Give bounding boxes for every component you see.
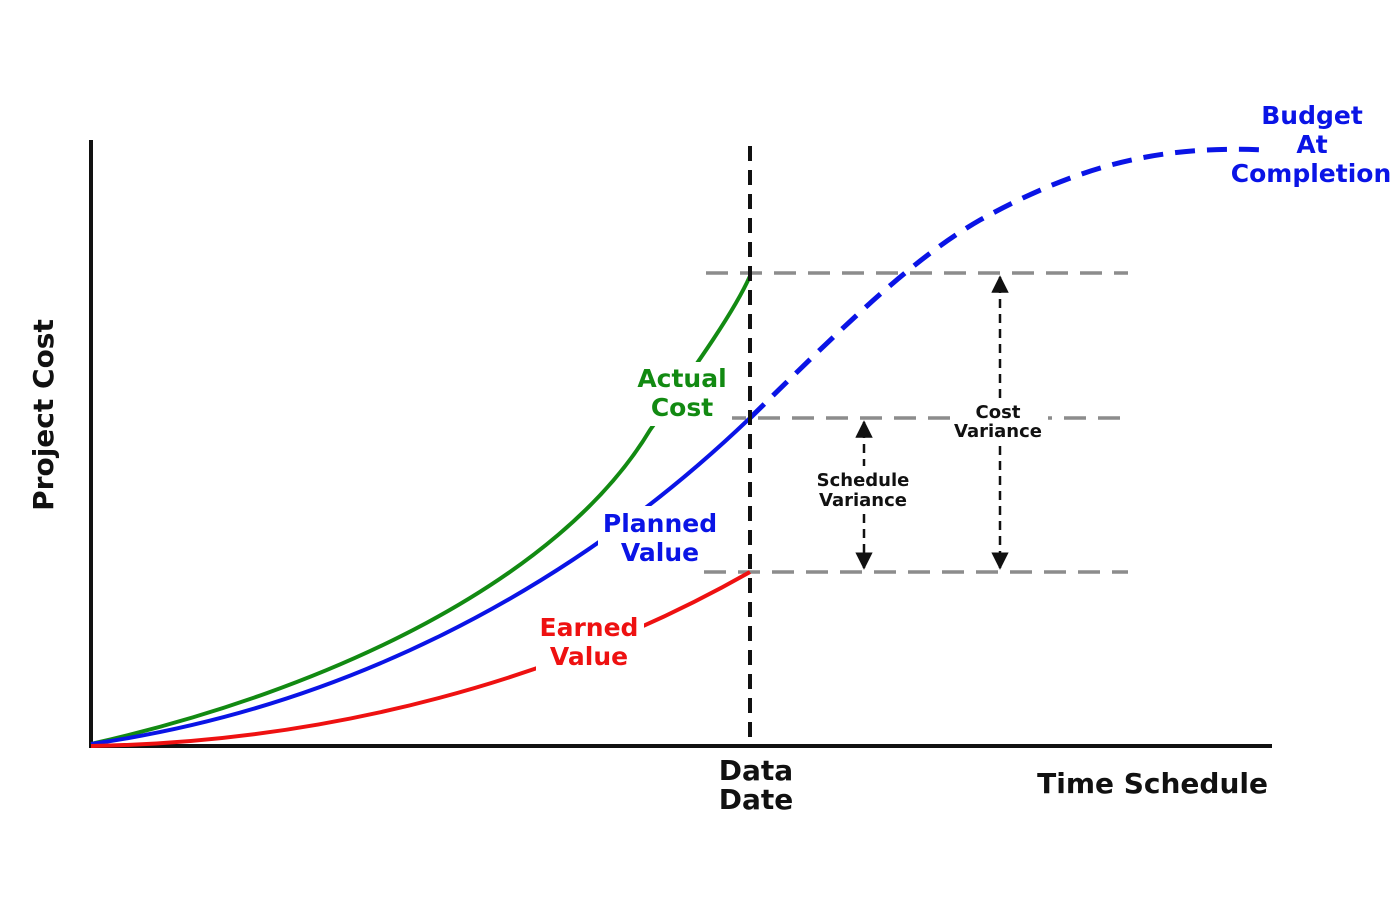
earned-value-label-line2: Value (550, 642, 628, 671)
cost-variance-label-line2: Variance (954, 421, 1042, 442)
earned-value-curve (90, 570, 751, 748)
bac-label-line2: At (1296, 130, 1327, 159)
actual-cost-curve (90, 275, 752, 746)
earned-value-label-line1: Earned (540, 613, 639, 642)
actual-cost-label-line2: Cost (651, 393, 713, 422)
budget-at-completion-projection (748, 146, 1266, 420)
data-date-label-line1: Data (719, 754, 793, 787)
planned-value-curve (90, 416, 752, 746)
schedule-variance-label-line1: Schedule (817, 470, 910, 491)
bac-label-line3: Completion (1231, 159, 1392, 188)
data-date-label-line2: Date (719, 783, 794, 816)
y-axis-label: Project Cost (27, 319, 60, 511)
bac-label-line1: Budget (1261, 101, 1363, 130)
actual-cost-label-line1: Actual (637, 364, 726, 393)
cost-variance-label-line1: Cost (976, 402, 1021, 423)
x-axis-label: Time Schedule (1037, 767, 1268, 800)
planned-value-label-line2: Value (621, 538, 699, 567)
planned-value-label-line1: Planned (603, 509, 717, 538)
schedule-variance-label-line2: Variance (819, 490, 907, 511)
